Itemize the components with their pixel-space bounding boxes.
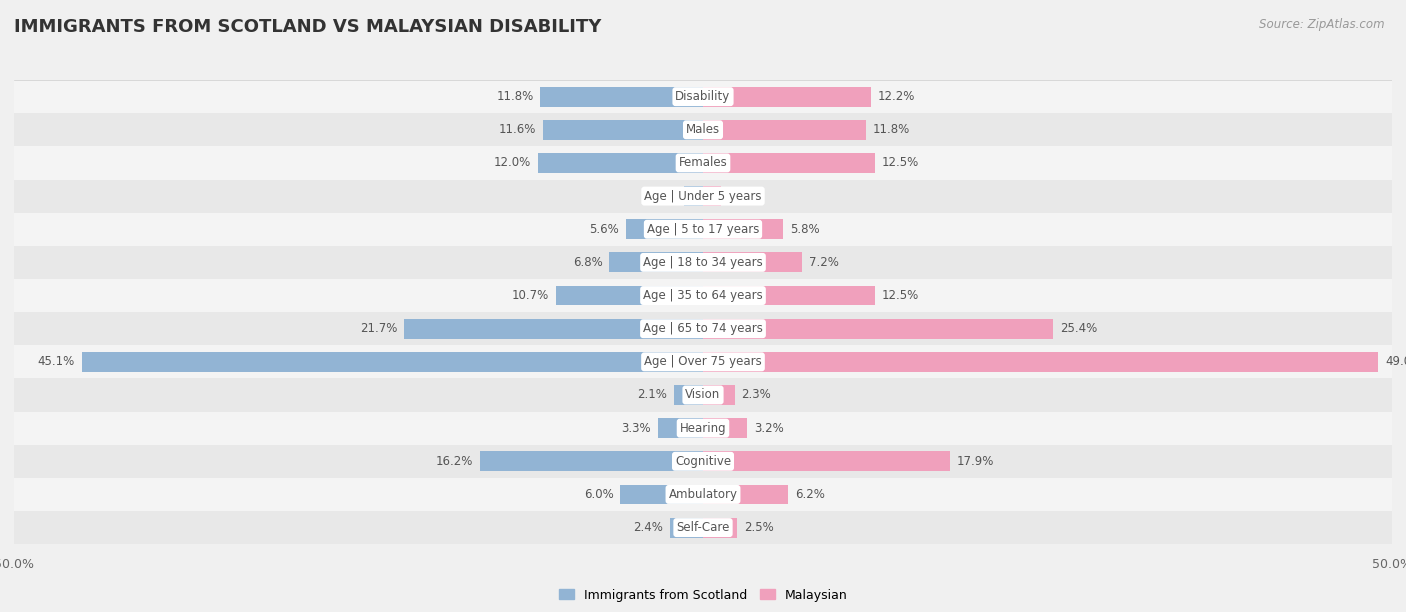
Bar bbox=[658, 418, 703, 438]
Text: Age | 5 to 17 years: Age | 5 to 17 years bbox=[647, 223, 759, 236]
Text: 2.1%: 2.1% bbox=[637, 389, 668, 401]
Text: Source: ZipAtlas.com: Source: ZipAtlas.com bbox=[1260, 18, 1385, 31]
Text: 1.3%: 1.3% bbox=[728, 190, 758, 203]
Bar bbox=[626, 219, 703, 239]
Bar bbox=[673, 385, 703, 405]
Text: 12.0%: 12.0% bbox=[494, 157, 531, 170]
Bar bbox=[703, 352, 1378, 371]
Text: 10.7%: 10.7% bbox=[512, 289, 548, 302]
Text: 3.3%: 3.3% bbox=[621, 422, 651, 435]
Bar bbox=[703, 286, 875, 305]
Bar bbox=[14, 146, 1392, 179]
Bar bbox=[703, 418, 747, 438]
Text: 21.7%: 21.7% bbox=[360, 322, 396, 335]
Bar bbox=[703, 485, 789, 504]
Text: 12.5%: 12.5% bbox=[882, 157, 920, 170]
Text: 12.5%: 12.5% bbox=[882, 289, 920, 302]
Bar bbox=[609, 252, 703, 272]
Bar bbox=[404, 319, 703, 338]
Bar bbox=[14, 179, 1392, 212]
Bar bbox=[14, 478, 1392, 511]
Text: Hearing: Hearing bbox=[679, 422, 727, 435]
Legend: Immigrants from Scotland, Malaysian: Immigrants from Scotland, Malaysian bbox=[554, 584, 852, 606]
Text: 49.0%: 49.0% bbox=[1385, 356, 1406, 368]
Bar bbox=[703, 153, 875, 173]
Text: Age | Over 75 years: Age | Over 75 years bbox=[644, 356, 762, 368]
Text: 2.4%: 2.4% bbox=[633, 521, 664, 534]
Text: 45.1%: 45.1% bbox=[38, 356, 75, 368]
Bar bbox=[14, 279, 1392, 312]
Text: Disability: Disability bbox=[675, 90, 731, 103]
Bar bbox=[703, 451, 949, 471]
Bar bbox=[683, 186, 703, 206]
Bar bbox=[14, 212, 1392, 246]
Bar bbox=[703, 252, 803, 272]
Bar bbox=[703, 87, 872, 106]
Text: 11.8%: 11.8% bbox=[873, 123, 910, 136]
Bar bbox=[703, 518, 738, 537]
Bar bbox=[703, 219, 783, 239]
Text: 6.0%: 6.0% bbox=[583, 488, 613, 501]
Bar bbox=[479, 451, 703, 471]
Text: Age | 65 to 74 years: Age | 65 to 74 years bbox=[643, 322, 763, 335]
Text: 7.2%: 7.2% bbox=[808, 256, 839, 269]
Bar bbox=[620, 485, 703, 504]
Text: Age | 18 to 34 years: Age | 18 to 34 years bbox=[643, 256, 763, 269]
Text: Males: Males bbox=[686, 123, 720, 136]
Bar bbox=[14, 378, 1392, 411]
Text: 11.6%: 11.6% bbox=[499, 123, 536, 136]
Text: 6.2%: 6.2% bbox=[796, 488, 825, 501]
Bar bbox=[14, 246, 1392, 279]
Text: Ambulatory: Ambulatory bbox=[668, 488, 738, 501]
Bar bbox=[14, 511, 1392, 544]
Bar bbox=[555, 286, 703, 305]
Text: 5.8%: 5.8% bbox=[790, 223, 820, 236]
Bar bbox=[14, 345, 1392, 378]
Text: 12.2%: 12.2% bbox=[877, 90, 915, 103]
Text: 1.4%: 1.4% bbox=[647, 190, 676, 203]
Text: Self-Care: Self-Care bbox=[676, 521, 730, 534]
Text: Cognitive: Cognitive bbox=[675, 455, 731, 468]
Bar bbox=[540, 87, 703, 106]
Text: IMMIGRANTS FROM SCOTLAND VS MALAYSIAN DISABILITY: IMMIGRANTS FROM SCOTLAND VS MALAYSIAN DI… bbox=[14, 18, 602, 36]
Text: 17.9%: 17.9% bbox=[956, 455, 994, 468]
Text: 11.8%: 11.8% bbox=[496, 90, 533, 103]
Bar bbox=[703, 319, 1053, 338]
Bar bbox=[82, 352, 703, 371]
Bar bbox=[14, 80, 1392, 113]
Bar bbox=[703, 120, 866, 140]
Text: Age | Under 5 years: Age | Under 5 years bbox=[644, 190, 762, 203]
Text: 16.2%: 16.2% bbox=[436, 455, 472, 468]
Text: Vision: Vision bbox=[685, 389, 721, 401]
Text: Females: Females bbox=[679, 157, 727, 170]
Text: 25.4%: 25.4% bbox=[1060, 322, 1097, 335]
Text: Age | 35 to 64 years: Age | 35 to 64 years bbox=[643, 289, 763, 302]
Bar bbox=[14, 445, 1392, 478]
Bar bbox=[703, 186, 721, 206]
Text: 6.8%: 6.8% bbox=[572, 256, 602, 269]
Bar bbox=[14, 411, 1392, 445]
Text: 2.3%: 2.3% bbox=[741, 389, 772, 401]
Text: 2.5%: 2.5% bbox=[744, 521, 775, 534]
Bar bbox=[537, 153, 703, 173]
Bar bbox=[14, 113, 1392, 146]
Bar bbox=[703, 385, 735, 405]
Bar bbox=[669, 518, 703, 537]
Text: 3.2%: 3.2% bbox=[754, 422, 783, 435]
Bar bbox=[14, 312, 1392, 345]
Bar bbox=[543, 120, 703, 140]
Text: 5.6%: 5.6% bbox=[589, 223, 619, 236]
